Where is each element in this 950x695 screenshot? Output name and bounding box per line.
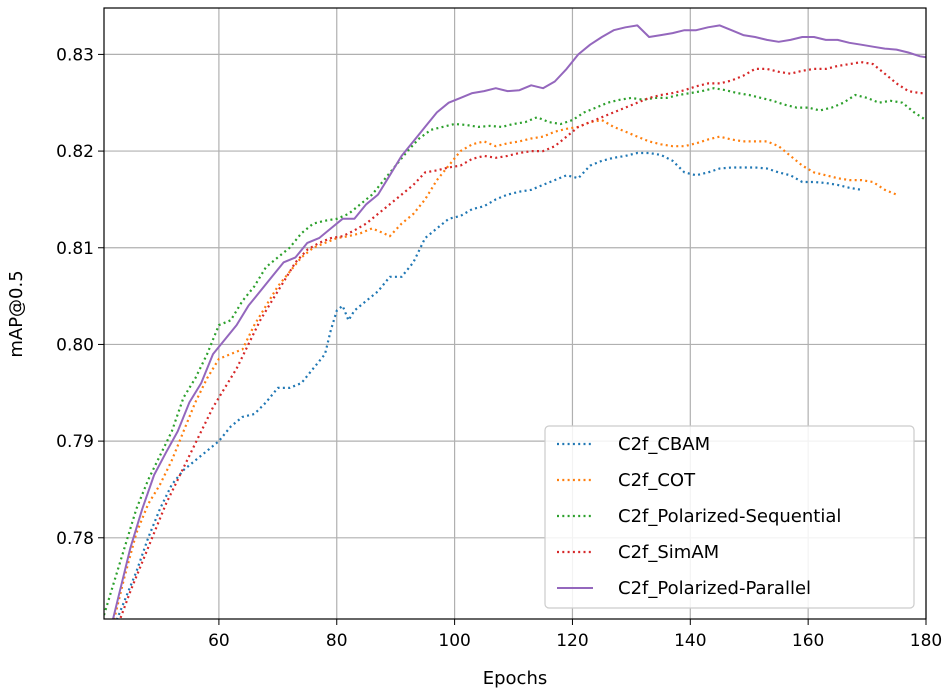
x-tick-label: 140 xyxy=(674,631,706,651)
x-tick-label: 120 xyxy=(556,631,588,651)
x-tick-label: 180 xyxy=(910,631,942,651)
x-axis-label: Epochs xyxy=(483,668,548,689)
legend: C2f_CBAM C2f_COT C2f_Polarized-Sequential C… xyxy=(544,425,915,609)
legend-label-c2f-cbam: C2f_CBAM xyxy=(618,434,710,455)
y-tick-label: 0.82 xyxy=(56,142,94,162)
series-line-c2f-polarized-sequential xyxy=(104,87,926,616)
series-line-c2f-cot xyxy=(113,119,897,619)
x-axis: 60 80 100 120 140 160 180 xyxy=(208,619,942,651)
y-tick-label: 0.80 xyxy=(56,335,94,355)
legend-label-c2f-polarized-parallel: C2f_Polarized-Parallel xyxy=(618,578,811,599)
grid-lines xyxy=(104,8,927,619)
series-line-c2f-polarized-parallel xyxy=(112,24,926,619)
y-tick-label: 0.79 xyxy=(56,432,94,452)
y-axis: 0.78 0.79 0.80 0.81 0.82 0.83 xyxy=(56,45,104,549)
legend-label-c2f-cot: C2f_COT xyxy=(618,470,696,491)
y-axis-label: mAP@0.5 xyxy=(6,270,27,357)
x-tick-label: 80 xyxy=(326,631,348,651)
y-tick-label: 0.81 xyxy=(56,239,94,259)
x-tick-label: 100 xyxy=(438,631,470,651)
y-tick-label: 0.78 xyxy=(56,529,94,549)
y-tick-label: 0.83 xyxy=(56,45,94,65)
legend-label-c2f-polarized-sequential: C2f_Polarized-Sequential xyxy=(618,506,841,527)
x-tick-label: 160 xyxy=(792,631,824,651)
legend-box xyxy=(544,425,915,609)
series-lines xyxy=(104,24,926,619)
legend-label-c2f-simam: C2f_SimAM xyxy=(618,542,719,563)
x-tick-label: 60 xyxy=(208,631,230,651)
plot-frame xyxy=(103,7,927,620)
series-line-c2f-cbam xyxy=(115,151,862,619)
